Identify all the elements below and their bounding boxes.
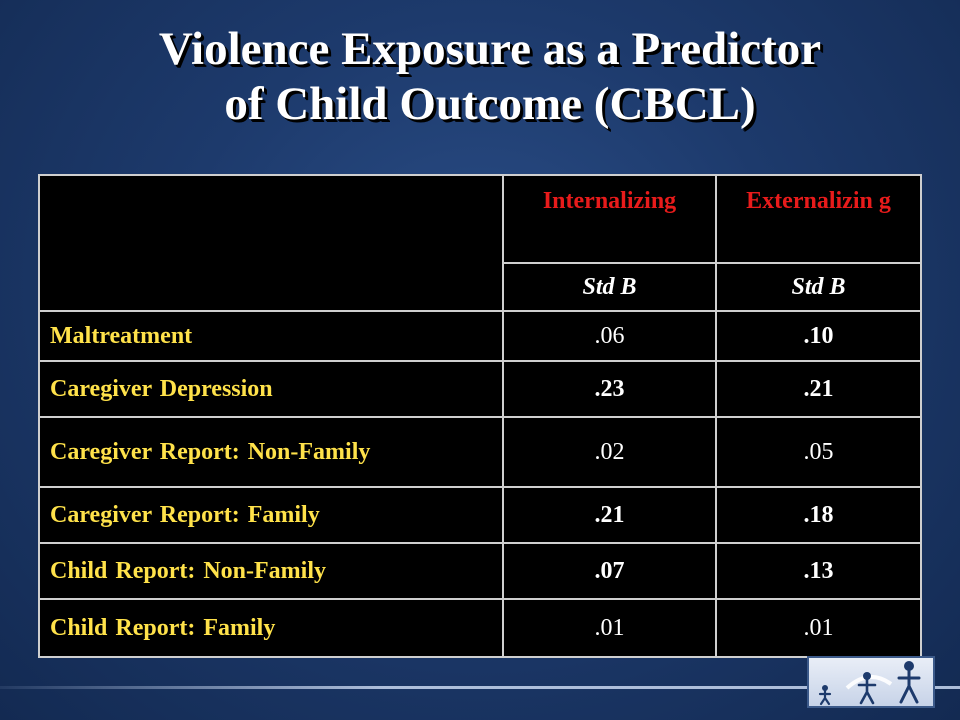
row-label: Caregiver Report: Family <box>38 486 504 544</box>
slide-title: Violence Exposure as a Predictor of Chil… <box>40 22 940 132</box>
regression-table: Internalizing Externalizin g Std B Std B… <box>38 174 922 658</box>
table-row: Caregiver Report: Non-Family .02 .05 <box>38 416 922 488</box>
subheader-std-b-externalizing: Std B <box>715 262 922 312</box>
row-label: Child Report: Non-Family <box>38 542 504 600</box>
internalizing-value: .06 <box>502 310 717 362</box>
externalizing-value: .13 <box>715 542 922 600</box>
internalizing-value: .21 <box>502 486 717 544</box>
row-label: Caregiver Report: Non-Family <box>38 416 504 488</box>
empty-corner-cell <box>38 174 504 312</box>
subheader-row: Std B Std B <box>39 262 922 312</box>
externalizing-value: .01 <box>715 598 922 658</box>
header-externalizing: Externalizin g <box>715 174 922 264</box>
externalizing-value: .05 <box>715 416 922 488</box>
table-row: Caregiver Depression .23 .21 <box>38 360 922 418</box>
title-line-1: Violence Exposure as a Predictor <box>158 23 822 75</box>
row-label: Caregiver Depression <box>38 360 504 418</box>
footer-divider <box>0 686 960 689</box>
internalizing-value: .23 <box>502 360 717 418</box>
title-line-2: of Child Outcome (CBCL) <box>224 78 756 130</box>
externalizing-value: .18 <box>715 486 922 544</box>
internalizing-value: .02 <box>502 416 717 488</box>
internalizing-value: .07 <box>502 542 717 600</box>
subheader-std-b-internalizing: Std B <box>502 262 717 312</box>
externalizing-value: .21 <box>715 360 922 418</box>
internalizing-value: .01 <box>502 598 717 658</box>
logo-graphic <box>818 661 921 706</box>
family-figures-logo-icon <box>807 656 935 708</box>
table-row: Child Report: Family .01 .01 <box>38 598 922 658</box>
row-label: Child Report: Family <box>38 598 504 658</box>
table-row: Child Report: Non-Family .07 .13 <box>38 542 922 600</box>
row-label: Maltreatment <box>38 310 504 362</box>
header-internalizing: Internalizing <box>502 174 717 264</box>
table-row: Maltreatment .06 .10 <box>38 310 922 362</box>
table-row: Caregiver Report: Family .21 .18 <box>38 486 922 544</box>
header-row: Internalizing Externalizin g <box>38 174 922 312</box>
externalizing-value: .10 <box>715 310 922 362</box>
